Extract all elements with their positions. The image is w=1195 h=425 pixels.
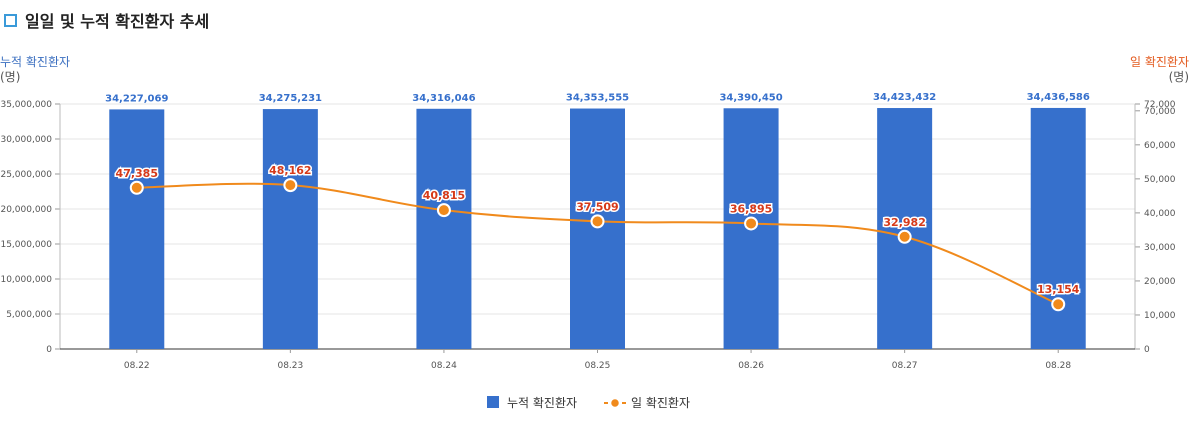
bar-cumulative <box>262 109 318 349</box>
left-axis-tick-label: 25,000,000 <box>0 170 52 180</box>
legend-bar-label: 누적 확진환자 <box>507 396 577 410</box>
right-axis-tick-label: 72,000 <box>1144 100 1176 110</box>
line-point <box>590 214 605 229</box>
right-axis-tick-label: 70,000 <box>1144 107 1176 117</box>
bar-cumulative <box>109 109 165 349</box>
bar-value-label: 34,353,555 <box>566 93 629 104</box>
left-axis-unit: (명) <box>0 70 21 84</box>
left-axis-tick-label: 20,000,000 <box>0 205 52 215</box>
x-axis-tick-label: 08.22 <box>124 361 150 371</box>
right-axis-unit: (명) <box>1168 70 1189 84</box>
left-axis-tick-label: 35,000,000 <box>0 100 52 110</box>
line-value-label: 37,509 <box>576 200 618 213</box>
right-axis-tick-label: 20,000 <box>1144 277 1176 287</box>
bar-value-label: 34,316,046 <box>412 93 475 104</box>
chart-header: 일일 및 누적 확진환자 추세 <box>4 8 209 32</box>
x-axis-tick-label: 08.23 <box>277 361 303 371</box>
right-axis-tick-label: 60,000 <box>1144 141 1176 151</box>
line-value-label: 47,385 <box>116 167 158 180</box>
bar-cumulative <box>1030 107 1086 349</box>
legend-line-label: 일 확진환자 <box>631 396 690 410</box>
line-value-label: 36,895 <box>730 202 772 215</box>
line-value-label: 32,982 <box>883 216 925 229</box>
x-axis-tick-label: 08.28 <box>1045 361 1071 371</box>
right-axis-tick-label: 30,000 <box>1144 243 1176 253</box>
line-point <box>129 180 144 195</box>
x-axis-tick-label: 08.25 <box>585 361 611 371</box>
line-value-label: 48,162 <box>269 164 311 177</box>
right-axis-label: 일 확진환자 <box>1129 55 1189 69</box>
left-axis-label: 누적 확진환자 <box>0 55 71 69</box>
bar-cumulative <box>570 108 625 349</box>
title-square-icon <box>4 13 17 27</box>
x-axis-tick-label: 08.24 <box>431 361 457 371</box>
left-axis-tick-label: 0 <box>46 345 52 355</box>
legend-bar-marker <box>487 396 499 408</box>
left-axis-tick-label: 15,000,000 <box>0 240 52 250</box>
line-value-label: 13,154 <box>1037 283 1080 296</box>
left-axis-title: 누적 확진환자 (명) <box>0 55 70 85</box>
right-axis-tick-label: 0 <box>1144 345 1150 355</box>
bar-value-label: 34,390,450 <box>719 92 782 103</box>
right-axis-tick-label: 40,000 <box>1144 209 1176 219</box>
bar-cumulative <box>877 108 933 349</box>
line-point <box>283 178 298 193</box>
bar-cumulative <box>416 108 472 349</box>
line-point <box>1051 297 1066 312</box>
bar-value-label: 34,227,069 <box>105 93 168 104</box>
line-point <box>744 216 759 231</box>
chart-title: 일일 및 누적 확진환자 추세 <box>25 12 210 31</box>
left-axis-tick-label: 30,000,000 <box>0 135 52 145</box>
line-point <box>897 229 912 244</box>
bar-value-label: 34,423,432 <box>873 92 936 103</box>
line-point <box>436 203 451 218</box>
bar-value-label: 34,436,586 <box>1027 92 1090 103</box>
right-axis-tick-label: 10,000 <box>1144 311 1176 321</box>
left-axis-tick-label: 10,000,000 <box>0 275 52 285</box>
x-axis-tick-label: 08.27 <box>892 361 918 371</box>
bar-value-label: 34,275,231 <box>259 93 322 104</box>
right-axis-title: 일 확진환자 (명) <box>1130 55 1189 85</box>
x-axis-tick-label: 08.26 <box>738 361 764 371</box>
line-value-label: 40,815 <box>423 189 465 202</box>
legend-line-dot <box>609 397 621 409</box>
right-axis-tick-label: 50,000 <box>1144 175 1176 185</box>
left-axis-tick-label: 5,000,000 <box>6 310 52 320</box>
